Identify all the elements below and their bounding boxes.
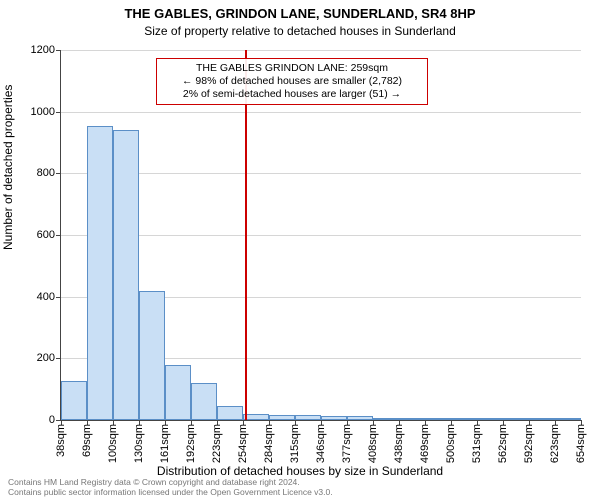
histogram-bar	[139, 291, 164, 421]
ytick-mark	[56, 358, 61, 359]
xtick-label: 192sqm	[185, 424, 197, 463]
grid-line	[61, 235, 581, 236]
xtick-label: 315sqm	[289, 424, 301, 463]
xtick-label: 38sqm	[55, 424, 67, 457]
annotation-line-1: THE GABLES GRINDON LANE: 259sqm	[163, 62, 421, 75]
histogram-bar	[399, 418, 424, 420]
histogram-bar	[191, 383, 216, 420]
xtick-label: 100sqm	[107, 424, 119, 463]
ytick-mark	[56, 297, 61, 298]
footer-attribution: Contains HM Land Registry data © Crown c…	[8, 478, 333, 498]
xtick-label: 623sqm	[549, 424, 561, 463]
histogram-bar	[555, 418, 580, 420]
ytick-mark	[56, 235, 61, 236]
histogram-bar	[61, 381, 86, 420]
histogram-bar	[321, 416, 346, 420]
xtick-label: 223sqm	[211, 424, 223, 463]
xtick-label: 377sqm	[341, 424, 353, 463]
histogram-bar	[503, 418, 528, 420]
histogram-bar	[217, 406, 242, 420]
xtick-label: 469sqm	[419, 424, 431, 463]
histogram-bar	[165, 365, 190, 421]
footer-line-2: Contains public sector information licen…	[8, 488, 333, 498]
annotation-box: THE GABLES GRINDON LANE: 259sqm ← 98% of…	[156, 58, 428, 105]
ytick-label: 200	[37, 352, 55, 364]
xtick-label: 69sqm	[81, 424, 93, 457]
grid-line	[61, 173, 581, 174]
grid-line	[61, 112, 581, 113]
y-axis-label: Number of detached properties	[1, 85, 15, 250]
property-marker-line	[245, 50, 247, 420]
ytick-label: 400	[37, 291, 55, 303]
ytick-mark	[56, 112, 61, 113]
xtick-label: 346sqm	[315, 424, 327, 463]
ytick-label: 1200	[31, 44, 55, 56]
annotation-line-2: ← 98% of detached houses are smaller (2,…	[163, 75, 421, 88]
xtick-label: 531sqm	[471, 424, 483, 463]
xtick-label: 284sqm	[263, 424, 275, 463]
plot-area: 02004006008001000120038sqm69sqm100sqm130…	[60, 50, 581, 421]
histogram-bar	[425, 418, 450, 420]
xtick-label: 130sqm	[133, 424, 145, 463]
chart-title: THE GABLES, GRINDON LANE, SUNDERLAND, SR…	[0, 6, 600, 21]
xtick-label: 500sqm	[445, 424, 457, 463]
chart-container: THE GABLES, GRINDON LANE, SUNDERLAND, SR…	[0, 0, 600, 500]
histogram-bar	[87, 126, 112, 420]
xtick-label: 408sqm	[367, 424, 379, 463]
histogram-bar	[477, 418, 502, 420]
xtick-label: 562sqm	[497, 424, 509, 463]
xtick-label: 161sqm	[159, 424, 171, 463]
histogram-bar	[451, 418, 476, 420]
histogram-bar	[243, 414, 268, 420]
grid-line	[61, 50, 581, 51]
histogram-bar	[269, 415, 294, 420]
chart-subtitle: Size of property relative to detached ho…	[0, 24, 600, 38]
histogram-bar	[295, 415, 320, 420]
histogram-bar	[373, 418, 398, 420]
x-axis-label: Distribution of detached houses by size …	[0, 464, 600, 478]
ytick-label: 800	[37, 167, 55, 179]
xtick-label: 438sqm	[393, 424, 405, 463]
ytick-mark	[56, 50, 61, 51]
xtick-label: 254sqm	[237, 424, 249, 463]
annotation-line-3: 2% of semi-detached houses are larger (5…	[163, 88, 421, 101]
histogram-bar	[347, 416, 372, 420]
ytick-label: 1000	[31, 106, 55, 118]
histogram-bar	[529, 418, 554, 420]
ytick-mark	[56, 173, 61, 174]
xtick-label: 592sqm	[523, 424, 535, 463]
xtick-label: 654sqm	[575, 424, 587, 463]
histogram-bar	[113, 130, 138, 420]
ytick-label: 600	[37, 229, 55, 241]
